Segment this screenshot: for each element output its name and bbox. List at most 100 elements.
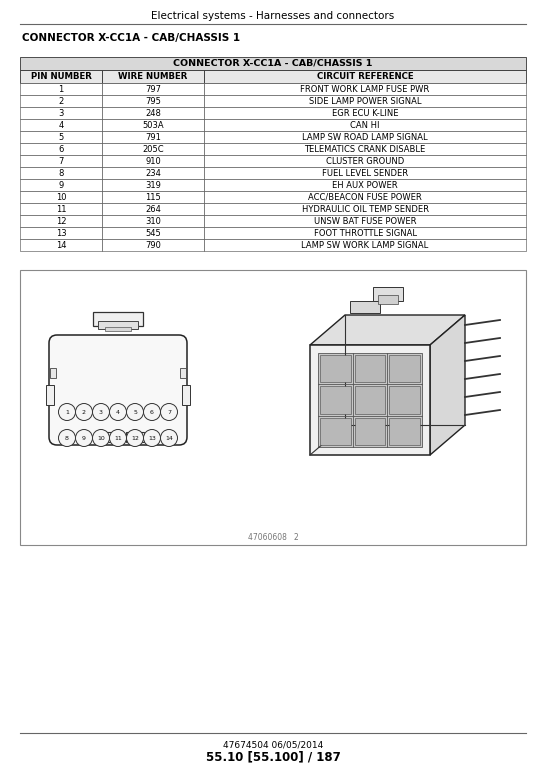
Text: LAMP SW WORK LAMP SIGNAL: LAMP SW WORK LAMP SIGNAL [301, 240, 429, 250]
Text: 310: 310 [145, 216, 161, 226]
Text: 12: 12 [131, 435, 139, 441]
Text: CONNECTOR X-CC1A - CAB/CHASSIS 1: CONNECTOR X-CC1A - CAB/CHASSIS 1 [173, 59, 373, 68]
Bar [204, 227, 526, 239]
Bar [20, 95, 102, 107]
Bar [20, 167, 102, 179]
Bar [204, 215, 526, 227]
Bar [320, 386, 351, 414]
Text: ACC/BEACON FUSE POWER: ACC/BEACON FUSE POWER [308, 192, 422, 202]
Text: 11: 11 [114, 435, 122, 441]
Text: PIN NUMBER: PIN NUMBER [31, 72, 91, 81]
Bar [355, 417, 385, 445]
Circle shape [75, 404, 92, 421]
Text: 3: 3 [99, 410, 103, 414]
Bar [204, 83, 526, 95]
Bar [389, 386, 420, 414]
Bar [102, 70, 204, 83]
Bar [93, 312, 143, 326]
Bar [355, 355, 385, 383]
Bar [20, 239, 102, 251]
Text: 2: 2 [82, 410, 86, 414]
Text: 234: 234 [145, 169, 161, 178]
Text: FUEL LEVEL SENDER: FUEL LEVEL SENDER [322, 169, 408, 178]
Text: 910: 910 [145, 156, 161, 165]
Text: 8: 8 [65, 435, 69, 441]
Bar [20, 215, 102, 227]
Circle shape [92, 430, 110, 447]
Text: 248: 248 [145, 108, 161, 117]
Circle shape [144, 430, 161, 447]
Bar [20, 270, 526, 545]
Text: 14: 14 [165, 435, 173, 441]
Bar [20, 70, 102, 83]
Bar [102, 95, 204, 107]
Polygon shape [430, 315, 465, 455]
Circle shape [110, 404, 127, 421]
Bar [20, 83, 102, 95]
Bar [102, 107, 204, 119]
Bar [102, 203, 204, 215]
Text: LAMP SW ROAD LAMP SIGNAL: LAMP SW ROAD LAMP SIGNAL [302, 132, 428, 141]
Text: SIDE LAMP POWER SIGNAL: SIDE LAMP POWER SIGNAL [308, 97, 422, 105]
Text: 319: 319 [145, 181, 161, 189]
Polygon shape [310, 345, 430, 455]
Text: 790: 790 [145, 240, 161, 250]
Bar [204, 167, 526, 179]
Text: 795: 795 [145, 97, 161, 105]
Text: FRONT WORK LAMP FUSE PWR: FRONT WORK LAMP FUSE PWR [300, 84, 430, 94]
Text: 264: 264 [145, 205, 161, 213]
Bar [20, 155, 102, 167]
Text: Electrical systems - Harnesses and connectors: Electrical systems - Harnesses and conne… [151, 11, 395, 21]
Bar [20, 131, 102, 143]
Text: 13: 13 [56, 229, 66, 237]
Text: 791: 791 [145, 132, 161, 141]
Bar [204, 155, 526, 167]
Bar [102, 227, 204, 239]
Bar [50, 368, 56, 378]
Text: 9: 9 [58, 181, 64, 189]
Text: 5: 5 [133, 410, 137, 414]
Text: 7: 7 [58, 156, 64, 165]
Text: 9: 9 [82, 435, 86, 441]
Bar [105, 327, 131, 331]
Text: 12: 12 [56, 216, 66, 226]
Text: 503A: 503A [142, 121, 164, 130]
Circle shape [110, 430, 127, 447]
Text: EH AUX POWER: EH AUX POWER [332, 181, 398, 189]
Bar [102, 83, 204, 95]
Circle shape [161, 430, 177, 447]
Text: CAN HI: CAN HI [350, 121, 380, 130]
Circle shape [127, 430, 144, 447]
Text: 13: 13 [148, 435, 156, 441]
Text: 5: 5 [58, 132, 64, 141]
Polygon shape [318, 353, 422, 447]
Bar [389, 355, 420, 383]
Text: 8: 8 [58, 169, 64, 178]
Bar [102, 143, 204, 155]
Circle shape [75, 430, 92, 447]
Bar [204, 239, 526, 251]
Bar [204, 119, 526, 131]
Text: 6: 6 [58, 145, 64, 154]
Circle shape [144, 404, 161, 421]
Bar [204, 107, 526, 119]
Bar [204, 70, 526, 83]
Circle shape [92, 404, 110, 421]
Bar [102, 155, 204, 167]
Bar [20, 119, 102, 131]
Bar [98, 321, 138, 329]
Text: CONNECTOR X-CC1A - CAB/CHASSIS 1: CONNECTOR X-CC1A - CAB/CHASSIS 1 [22, 33, 240, 43]
Text: WIRE NUMBER: WIRE NUMBER [118, 72, 188, 81]
Bar [20, 107, 102, 119]
Bar [20, 203, 102, 215]
Text: 4: 4 [58, 121, 64, 130]
Text: 14: 14 [56, 240, 66, 250]
Text: 47060608   2: 47060608 2 [248, 533, 298, 542]
Text: FOOT THROTTLE SIGNAL: FOOT THROTTLE SIGNAL [313, 229, 417, 237]
Bar [204, 95, 526, 107]
Bar [182, 385, 190, 405]
Bar [355, 386, 385, 414]
Text: CLUSTER GROUND: CLUSTER GROUND [326, 156, 404, 165]
Bar [350, 301, 380, 313]
Text: TELEMATICS CRANK DISABLE: TELEMATICS CRANK DISABLE [304, 145, 426, 154]
